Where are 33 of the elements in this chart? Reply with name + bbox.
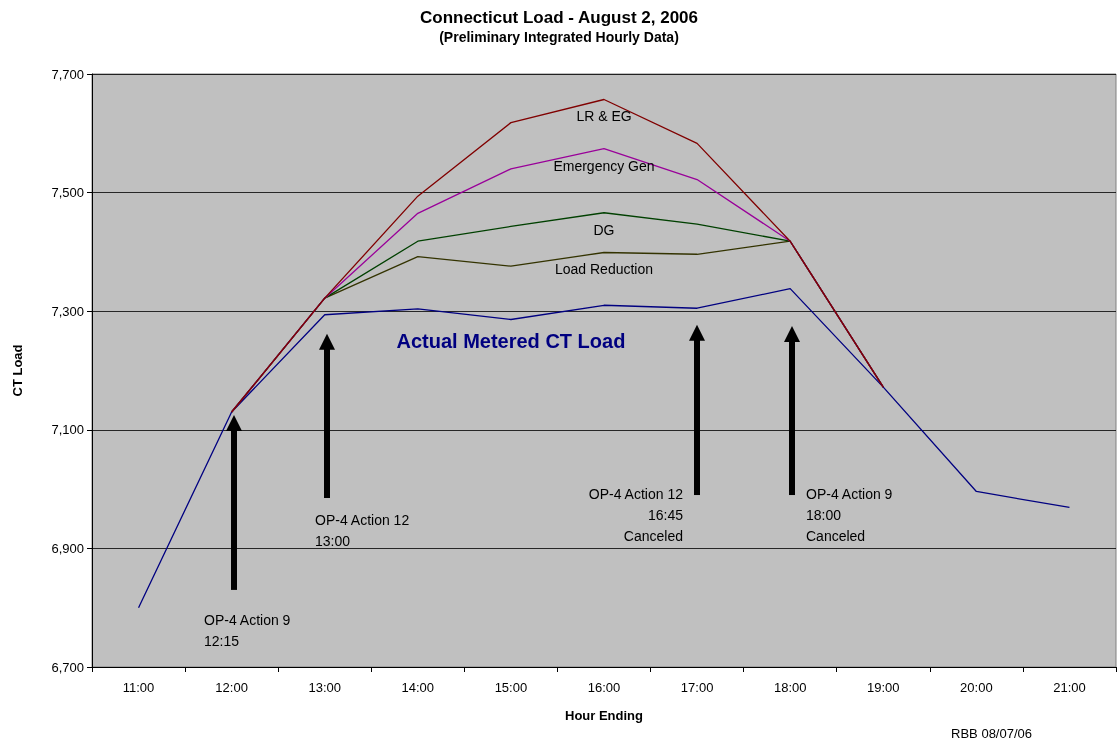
series-label: LR & EG [576,108,632,125]
x-tick-label: 21:00 [1053,680,1086,695]
y-tick-label: 6,700 [51,659,84,675]
series-label: Emergency Gen [553,157,655,174]
series-label: Load Reduction [554,261,654,278]
y-tick-label: 7,500 [51,185,84,201]
x-tick-label: 12:00 [215,680,248,695]
x-tick-label: 15:00 [494,680,528,695]
y-tick-label: 7,300 [51,303,84,319]
x-tick-label: 20:00 [960,680,993,695]
line-series [137,288,1071,609]
x-tick-label: 17:00 [680,680,714,695]
x-tick-label: 18:00 [773,680,807,695]
x-axis-title: Hour Ending [565,708,644,723]
x-tick-label: 16:00 [587,680,621,695]
y-tick-label: 6,900 [51,540,84,556]
annotation: OP-4 Action 9 12:15 [204,612,291,650]
annotation: OP-4 Action 9 18:00 Canceled [806,485,893,544]
x-tick-label: 19:00 [867,680,900,695]
y-axis-title: CT Load [10,344,25,397]
line-series [230,98,884,413]
chart-title: Connecticut Load - August 2, 2006 [419,8,699,27]
annotation: OP-4 Action 12 16:45 Canceled [588,485,684,544]
x-tick-label: 13:00 [308,680,341,695]
series-label: Actual Metered CT Load [396,330,626,353]
series-label: DG [593,221,615,238]
x-tick-label: 14:00 [401,680,435,695]
annotation: OP-4 Action 12 13:00 [315,512,410,550]
chart-subtitle: (Preliminary Integrated Hourly Data) [439,29,679,45]
x-tick-label: 11:00 [122,680,155,695]
y-tick-label: 7,700 [51,66,84,82]
text: RBB 08/07/06 [951,726,1033,741]
y-tick-label: 7,100 [51,422,84,438]
